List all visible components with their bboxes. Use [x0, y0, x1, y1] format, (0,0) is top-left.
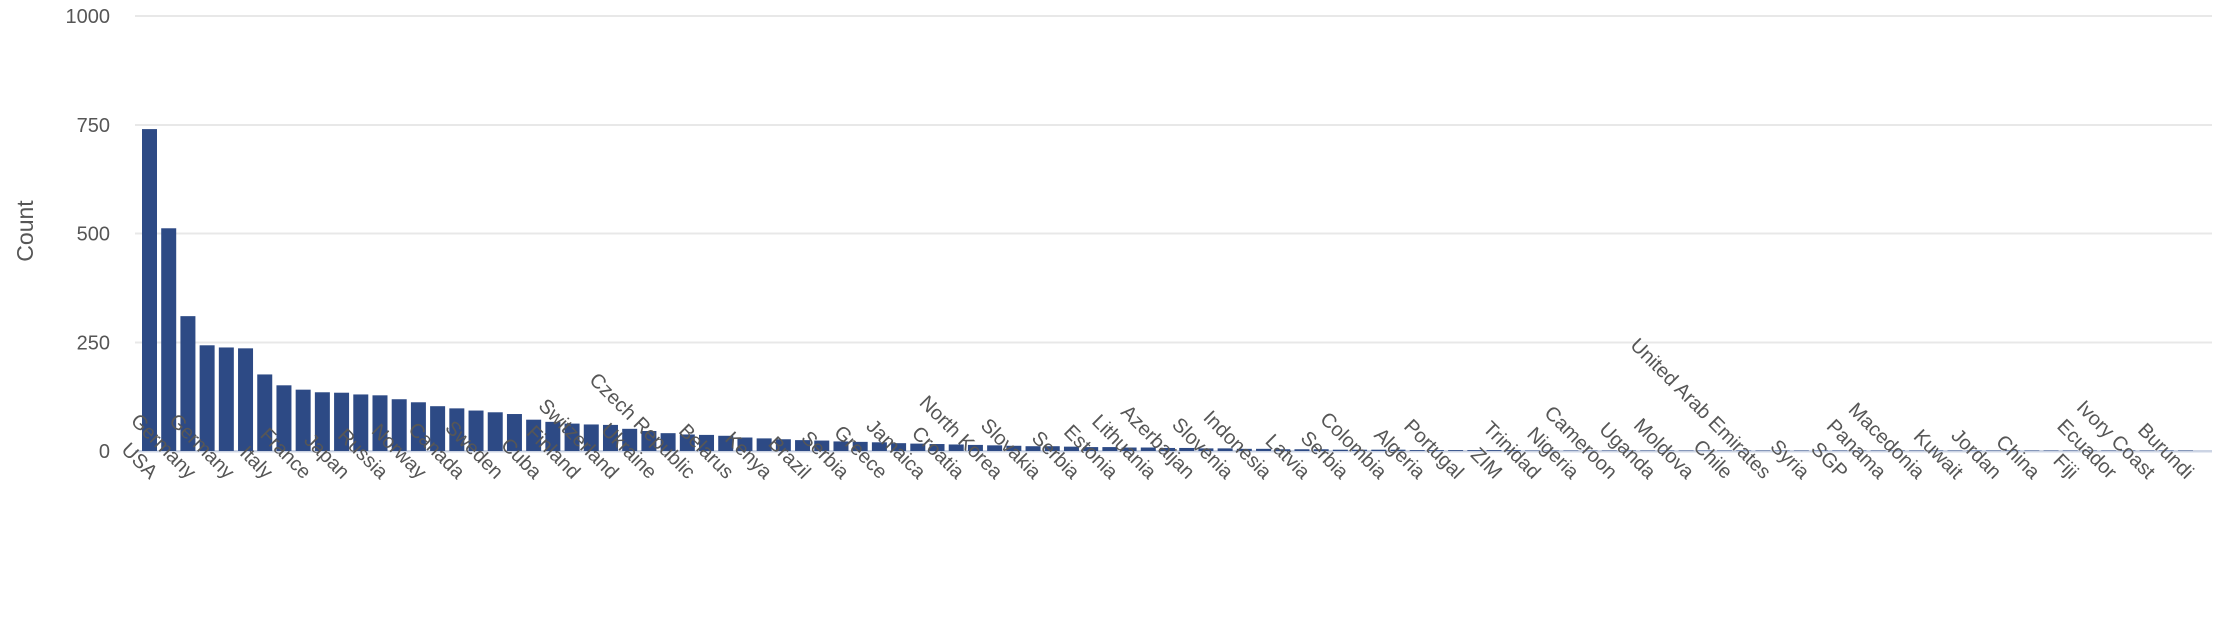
bar — [1448, 450, 1464, 451]
bar — [1409, 450, 1425, 451]
bar — [1294, 449, 1310, 451]
bar — [410, 402, 426, 451]
bar — [1313, 449, 1329, 451]
bar — [699, 434, 715, 451]
bar — [1352, 449, 1368, 451]
x-axis-tick-labels: USAGermanyGermanyItalyFranceJapanRussiaN… — [117, 334, 2198, 484]
bar — [1428, 450, 1444, 451]
bar — [1371, 449, 1387, 451]
bar — [199, 345, 215, 451]
bar — [1006, 445, 1022, 451]
bar — [910, 443, 926, 451]
bar — [891, 443, 907, 451]
bar — [180, 316, 196, 451]
bar — [218, 347, 234, 451]
bar — [1467, 450, 1483, 451]
y-tick-label: 250 — [77, 332, 110, 354]
bar — [833, 441, 849, 451]
bar — [660, 433, 676, 451]
bar — [1236, 448, 1252, 451]
bar — [1179, 447, 1195, 451]
y-axis-tick-labels: 0 250 500 750 1000 — [66, 6, 111, 463]
y-tick-label: 1000 — [66, 6, 111, 28]
bar — [545, 421, 561, 451]
bar — [795, 440, 811, 451]
y-tick-label: 500 — [77, 224, 110, 246]
bar — [142, 129, 157, 451]
bar — [1256, 448, 1272, 451]
bar — [1505, 450, 1521, 451]
bar — [1102, 447, 1118, 451]
bar — [295, 389, 311, 451]
bar — [718, 435, 734, 451]
bar — [526, 419, 542, 451]
bar — [276, 385, 292, 451]
y-tick-label: 750 — [77, 115, 110, 137]
bar — [929, 444, 945, 451]
y-axis-title: Count — [12, 200, 38, 262]
bar — [506, 414, 522, 451]
bar — [314, 392, 330, 451]
bar — [161, 228, 177, 451]
bar — [622, 428, 638, 451]
bar — [564, 423, 580, 451]
bar — [679, 434, 695, 451]
bar — [238, 348, 254, 451]
bar — [967, 444, 983, 451]
bar — [948, 444, 964, 451]
bar — [1198, 448, 1214, 451]
bar — [391, 399, 407, 451]
bars — [142, 129, 2193, 451]
x-tick-label: China — [1991, 431, 2044, 484]
bar — [1140, 447, 1156, 451]
bar — [1025, 446, 1041, 451]
bar — [737, 437, 753, 451]
bar — [1063, 446, 1079, 451]
bar — [372, 395, 388, 451]
bar — [602, 424, 618, 451]
bar — [1217, 448, 1233, 451]
bar — [1044, 446, 1060, 451]
bar — [756, 438, 772, 451]
bar — [987, 445, 1003, 451]
bar — [1160, 447, 1175, 451]
bar — [1486, 450, 1502, 451]
gridlines — [135, 15, 2212, 453]
bar — [814, 440, 830, 451]
bar — [1275, 449, 1291, 451]
bar — [583, 424, 599, 451]
bar — [449, 408, 465, 451]
bar — [852, 441, 868, 451]
bar — [1390, 449, 1406, 451]
bar — [487, 412, 503, 451]
y-tick-label: 0 — [99, 441, 110, 463]
bar — [334, 392, 350, 451]
bar — [871, 442, 887, 451]
bar — [1332, 449, 1348, 451]
bar — [468, 410, 484, 451]
x-tick-label: Syria — [1766, 436, 1814, 484]
bar — [353, 394, 369, 451]
bar — [257, 374, 273, 451]
bar — [641, 430, 657, 451]
bar — [1121, 447, 1137, 451]
bar — [1083, 447, 1099, 451]
bar — [775, 439, 791, 451]
bar — [430, 406, 446, 451]
